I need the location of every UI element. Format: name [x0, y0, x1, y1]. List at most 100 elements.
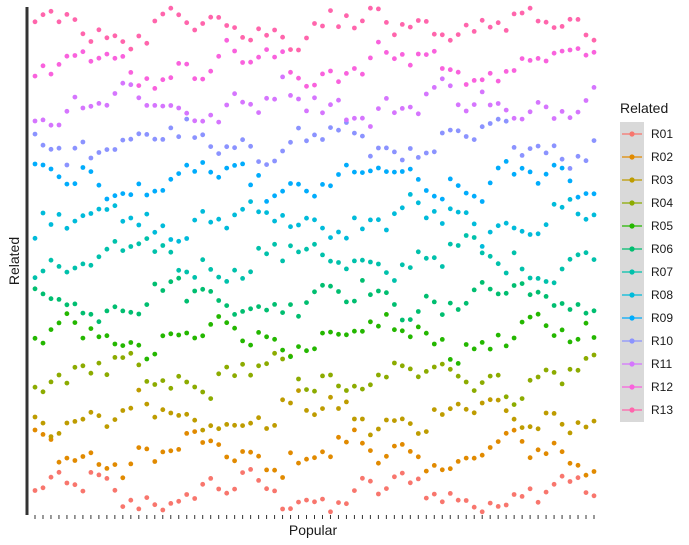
data-point-r07 — [144, 236, 150, 242]
data-point-r05 — [200, 333, 206, 339]
data-point-r03 — [384, 417, 389, 423]
data-point-r02 — [80, 454, 86, 459]
data-point-r12 — [392, 56, 397, 62]
data-point-r10 — [80, 139, 86, 145]
data-point-r13 — [32, 19, 38, 25]
data-point-r01 — [56, 469, 62, 475]
data-point-r04 — [96, 360, 102, 366]
data-point-r06 — [487, 286, 493, 292]
data-point-r07 — [256, 245, 261, 251]
data-point-r02 — [120, 475, 126, 481]
data-point-r01 — [288, 506, 293, 512]
data-point-r01 — [479, 509, 485, 515]
data-point-r07 — [527, 275, 533, 281]
data-point-r09 — [280, 188, 285, 194]
data-point-r05 — [368, 319, 373, 325]
data-point-r08 — [32, 235, 38, 241]
data-point-r13 — [423, 19, 429, 24]
data-point-r02 — [527, 455, 533, 461]
data-point-r04 — [392, 360, 397, 366]
data-point-r07 — [160, 243, 166, 248]
data-point-r09 — [511, 171, 517, 177]
data-point-r12 — [503, 69, 509, 74]
data-point-r02 — [128, 461, 134, 467]
data-point-r05 — [352, 328, 357, 334]
data-point-r13 — [368, 5, 373, 11]
data-point-r05 — [112, 341, 118, 347]
data-point-r02 — [384, 453, 389, 459]
data-point-r05 — [392, 327, 397, 333]
data-point-r03 — [296, 388, 301, 393]
data-point-r11 — [184, 110, 190, 116]
data-point-r04 — [527, 377, 533, 383]
data-point-r05 — [304, 348, 309, 354]
data-point-r10 — [272, 158, 277, 164]
legend-key-point — [629, 177, 635, 183]
legend-key-point — [629, 292, 635, 298]
data-point-r02 — [184, 431, 190, 436]
data-point-r11 — [551, 116, 557, 121]
data-point-r04 — [48, 379, 54, 385]
data-point-r12 — [439, 66, 445, 71]
data-point-r01 — [519, 494, 525, 499]
data-point-r06 — [40, 291, 46, 297]
data-point-r09 — [455, 183, 461, 189]
data-point-r09 — [559, 165, 565, 171]
data-point-r05 — [216, 314, 222, 319]
data-point-r06 — [296, 313, 301, 319]
data-point-r07 — [543, 279, 549, 284]
data-point-r01 — [328, 509, 333, 515]
data-point-r07 — [56, 264, 62, 269]
data-point-r09 — [399, 169, 405, 174]
data-point-r10 — [240, 137, 246, 143]
data-point-r12 — [415, 51, 421, 57]
data-point-r09 — [32, 161, 38, 167]
data-point-r12 — [64, 53, 70, 59]
data-point-r08 — [527, 232, 533, 237]
data-point-r11 — [256, 110, 261, 115]
data-point-r11 — [479, 89, 485, 95]
data-point-r02 — [344, 439, 349, 445]
y-axis-title: Related — [6, 237, 22, 285]
data-point-r02 — [431, 463, 437, 468]
data-point-r07 — [368, 259, 373, 265]
data-point-r07 — [591, 257, 597, 262]
data-point-r09 — [352, 169, 357, 175]
data-point-r03 — [399, 416, 405, 422]
data-point-r11 — [32, 118, 38, 124]
data-point-r07 — [399, 262, 405, 268]
data-point-r03 — [415, 431, 421, 436]
data-point-r02 — [312, 455, 317, 461]
data-point-r04 — [344, 388, 349, 393]
data-point-r06 — [224, 303, 230, 308]
data-point-r07 — [463, 233, 469, 238]
data-point-r10 — [64, 162, 70, 168]
data-point-r03 — [304, 408, 309, 413]
legend-key-point — [629, 315, 635, 321]
data-point-r10 — [495, 116, 501, 122]
data-point-r07 — [407, 265, 413, 270]
data-point-r12 — [48, 71, 54, 77]
data-point-r01 — [176, 498, 182, 504]
data-point-r03 — [232, 422, 238, 428]
data-point-r06 — [519, 281, 525, 286]
data-point-r09 — [360, 170, 365, 176]
data-point-r08 — [376, 217, 381, 223]
data-point-r01 — [240, 470, 246, 475]
data-point-r09 — [248, 182, 254, 188]
data-point-r05 — [487, 346, 493, 352]
data-point-r02 — [583, 472, 589, 478]
data-point-r03 — [376, 426, 381, 432]
data-point-r02 — [72, 458, 78, 463]
data-point-r07 — [88, 262, 94, 268]
data-point-r06 — [216, 298, 222, 303]
data-point-r04 — [583, 356, 589, 361]
data-point-r04 — [384, 374, 389, 380]
data-point-r10 — [168, 125, 174, 131]
data-point-r04 — [104, 372, 110, 378]
data-point-r13 — [160, 11, 166, 17]
data-point-r12 — [575, 46, 581, 51]
data-point-r08 — [431, 209, 437, 214]
data-point-r01 — [96, 472, 102, 478]
data-point-r13 — [583, 32, 589, 38]
